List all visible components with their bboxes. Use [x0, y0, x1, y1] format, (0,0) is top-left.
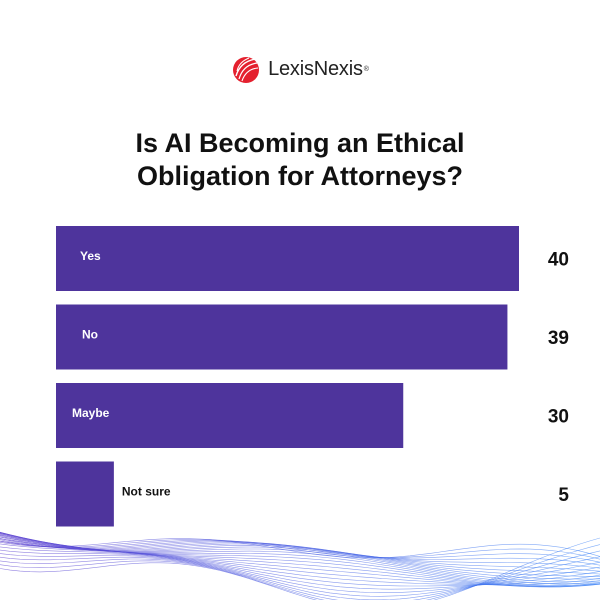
- bar-value: 39: [548, 328, 569, 349]
- chart-title: Is AI Becoming an Ethical Obligation for…: [0, 127, 600, 193]
- bar-value: 5: [558, 485, 569, 506]
- chart-title-line-1: Is AI Becoming an Ethical: [135, 128, 465, 158]
- bar-not-sure: [56, 461, 114, 527]
- wave-line: [0, 556, 600, 600]
- wave-line: [0, 537, 600, 600]
- chart-title-line-2: Obligation for Attorneys?: [137, 161, 463, 191]
- brand-name: LexisNexis: [268, 57, 363, 80]
- bar-label: No: [82, 328, 98, 342]
- wave-line: [0, 553, 600, 597]
- wave-line: [0, 540, 600, 585]
- bar-label: Maybe: [72, 406, 110, 420]
- bar-value: 40: [548, 250, 569, 271]
- wave-line: [0, 539, 600, 560]
- wave-line: [0, 546, 600, 590]
- bar-label: Not sure: [122, 485, 171, 499]
- wave-line: [0, 538, 600, 566]
- bar-label: Yes: [80, 249, 101, 263]
- brand-logo: LexisNexis ®: [0, 52, 600, 86]
- bar-maybe: [56, 383, 404, 448]
- wave-line: [0, 543, 600, 587]
- wave-line: [0, 538, 600, 559]
- wave-line: [0, 539, 600, 563]
- brand-registered-mark: ®: [363, 65, 369, 73]
- wave-line: [0, 538, 600, 586]
- bar-yes: [56, 226, 519, 291]
- wave-line: [0, 550, 600, 600]
- wave-line: [0, 544, 600, 600]
- lexisnexis-logo-icon: [233, 57, 260, 83]
- bar-no: [56, 304, 508, 370]
- wave-line: [0, 549, 600, 593]
- bar-value: 30: [548, 407, 569, 428]
